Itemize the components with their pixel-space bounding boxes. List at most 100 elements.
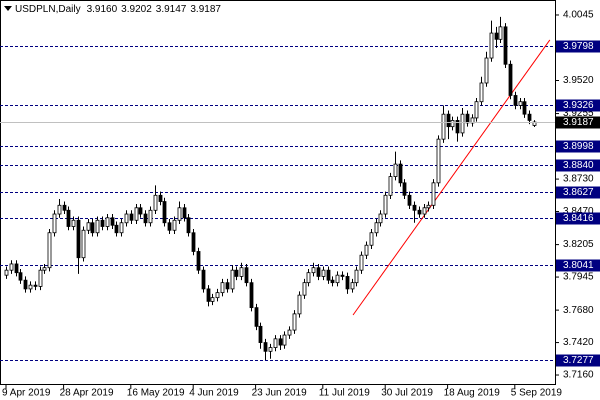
candle-body xyxy=(402,182,407,196)
candle-body xyxy=(196,251,201,271)
candle-body xyxy=(388,176,393,196)
candle-body xyxy=(249,282,254,309)
candle-body xyxy=(383,194,388,215)
candle-body xyxy=(441,113,446,140)
candle-body xyxy=(311,267,316,274)
level-label: 3.8416 xyxy=(563,213,594,224)
candle-body xyxy=(326,269,331,281)
candle-body xyxy=(119,222,124,234)
candle-body xyxy=(498,26,503,40)
x-tick-label: 23 Jun 2019 xyxy=(252,388,307,399)
y-tick-label: 3.7160 xyxy=(563,370,594,381)
candle-body xyxy=(158,194,163,202)
y-tick-label: 3.8205 xyxy=(563,239,594,250)
candle-body xyxy=(143,213,148,224)
candle-body xyxy=(110,217,115,226)
candle-body xyxy=(273,338,278,348)
candle-body xyxy=(431,182,436,206)
candle-body xyxy=(201,269,206,290)
candle-body xyxy=(162,201,167,224)
level-label: 3.9326 xyxy=(563,100,594,111)
candle-body xyxy=(484,57,489,84)
candle-body xyxy=(422,207,427,215)
price-label: 3.9187 xyxy=(563,117,594,128)
candle-body xyxy=(124,213,129,224)
candle-body xyxy=(460,113,465,134)
x-tick-label: 16 May 2019 xyxy=(127,388,185,399)
x-tick-label: 28 Apr 2019 xyxy=(60,388,114,399)
candle-body xyxy=(513,95,518,106)
level-label-box xyxy=(556,259,600,272)
y-tick-label: 3.7945 xyxy=(563,272,594,283)
y-tick-label: 3.9520 xyxy=(563,75,594,86)
y-tick-label: 3.7680 xyxy=(563,305,594,316)
candle-body xyxy=(374,222,379,234)
price-label-box xyxy=(556,116,600,129)
level-label: 3.7277 xyxy=(563,355,594,366)
candle-body xyxy=(23,279,28,290)
y-tick-label: 3.9255 xyxy=(563,108,594,119)
level-label-box xyxy=(556,212,600,225)
candle-body xyxy=(9,263,14,271)
candle-body xyxy=(153,194,158,211)
level-label-box xyxy=(556,140,600,153)
candle-body xyxy=(182,207,187,219)
candle-body xyxy=(76,219,81,259)
x-tick-label: 11 Jul 2019 xyxy=(319,388,370,399)
candle-body xyxy=(42,267,47,271)
candle-body xyxy=(172,219,177,231)
candle-body xyxy=(191,232,196,252)
x-tick-label: 4 Jun 2019 xyxy=(189,388,239,399)
candle-body xyxy=(417,209,422,215)
candle-body xyxy=(52,213,57,234)
candle-body xyxy=(364,244,369,256)
candle-body xyxy=(234,269,239,277)
candle-body xyxy=(177,207,182,221)
candle-body xyxy=(18,272,23,281)
candle-body xyxy=(369,232,374,246)
level-label: 3.8627 xyxy=(563,187,594,198)
candle-body xyxy=(210,297,215,302)
level-label: 3.9798 xyxy=(563,41,594,52)
candle-body xyxy=(268,347,273,352)
candle-body xyxy=(450,120,455,128)
level-label-box xyxy=(556,354,600,367)
candle-body xyxy=(436,138,441,184)
candle-body xyxy=(57,204,62,215)
candle-body xyxy=(215,292,220,299)
candle-body xyxy=(426,204,431,209)
candle-body xyxy=(206,288,211,302)
x-tick-label: 5 Sep 2019 xyxy=(511,388,563,399)
level-label-box xyxy=(556,40,600,53)
candle-body xyxy=(28,284,33,290)
chart-header: USDPLN,Daily 3.9160 3.9202 3.9147 3.9187 xyxy=(15,4,221,15)
candle-body xyxy=(62,204,67,211)
level-label: 3.8041 xyxy=(563,260,594,271)
candle-body xyxy=(14,263,19,274)
candle-body xyxy=(302,282,307,296)
level-label-box xyxy=(556,186,600,199)
candle-body xyxy=(138,207,143,215)
high-value: 3.9202 xyxy=(121,4,152,15)
close-value: 3.9187 xyxy=(190,4,221,15)
level-label-box xyxy=(556,159,600,172)
candle-body xyxy=(81,229,86,259)
low-value: 3.9147 xyxy=(156,4,187,15)
candle-body xyxy=(263,342,268,352)
candle-body xyxy=(244,267,249,284)
candle-body xyxy=(105,217,110,227)
candle-body xyxy=(412,204,417,211)
candle-body xyxy=(282,334,287,346)
candle-body xyxy=(134,207,139,221)
y-tick-label: 3.8470 xyxy=(563,206,594,217)
candle-body xyxy=(186,217,191,234)
candle-body xyxy=(167,222,172,231)
candle-body xyxy=(359,254,364,271)
trend-line xyxy=(352,39,551,316)
candle-body xyxy=(100,219,105,227)
candle-body xyxy=(95,219,100,234)
candle-body xyxy=(254,307,259,327)
candle-body xyxy=(33,284,38,287)
